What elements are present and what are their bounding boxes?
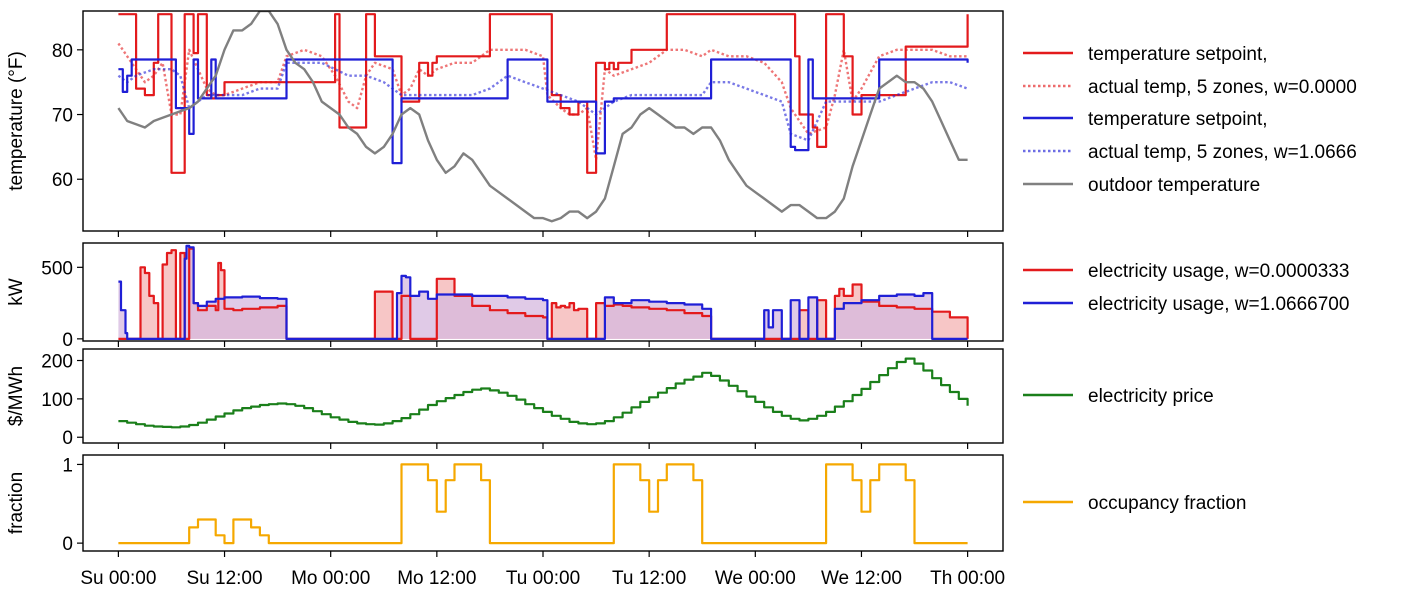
temperature-series-4 bbox=[117, 61, 969, 142]
temperature-legend-label-5: outdoor temperature bbox=[1088, 175, 1260, 196]
xtick-label: We 12:00 bbox=[821, 568, 902, 589]
electricity_usage-series-2 bbox=[118, 244, 968, 340]
xtick-label: Su 00:00 bbox=[80, 568, 156, 589]
occupancy-series-1 bbox=[118, 463, 968, 545]
legends-layer: temperature setpoint, actual temp, 5 zone… bbox=[1023, 44, 1357, 514]
electricity_usage-ytick-label: 500 bbox=[41, 258, 73, 279]
temperature-ytick-label: 70 bbox=[52, 106, 73, 127]
electricity_price-series-1 bbox=[118, 357, 969, 429]
usage-fill-2 bbox=[118, 245, 968, 339]
electricity_usage-ylabel: kW bbox=[6, 278, 27, 306]
electricity_usage-plot-area bbox=[118, 244, 969, 340]
temperature-ylabel: temperature (°F) bbox=[6, 51, 27, 191]
temperature-ytick-label: 80 bbox=[52, 41, 73, 62]
occupancy-plot-area bbox=[118, 463, 968, 545]
occupancy-legend-label-1: occupancy fraction bbox=[1088, 493, 1246, 514]
xtick-label: Mo 00:00 bbox=[291, 568, 370, 589]
temperature-legend-label-3: temperature setpoint, bbox=[1088, 109, 1268, 130]
temperature-legend-label-1: temperature setpoint, bbox=[1088, 44, 1268, 65]
temperature-plot-area bbox=[117, 11, 969, 223]
plots-layer bbox=[117, 11, 969, 545]
occupancy-axes-frame bbox=[82, 454, 1004, 552]
temperature-series-3 bbox=[118, 58, 969, 165]
xtick-label: Mo 12:00 bbox=[397, 568, 476, 589]
occupancy-ytick-label: 1 bbox=[62, 455, 73, 476]
electricity_price-ytick-label: 0 bbox=[62, 428, 73, 449]
electricity_price-ytick-label: 200 bbox=[41, 352, 73, 373]
temperature-series-1 bbox=[118, 13, 969, 174]
occupancy-ytick-label: 0 bbox=[62, 534, 73, 555]
temperature-legend-label-2: actual temp, 5 zones, w=0.0000 bbox=[1088, 77, 1357, 98]
electricity_price-ytick-label: 100 bbox=[41, 390, 73, 411]
xtick-label: Th 00:00 bbox=[930, 568, 1005, 589]
temperature-ytick-label: 60 bbox=[52, 170, 73, 191]
electricity_usage-legend-label-1: electricity usage, w=0.0000333 bbox=[1088, 261, 1349, 282]
electricity_price-ylabel: $/MWh bbox=[6, 366, 27, 426]
occupancy-ylabel: fraction bbox=[6, 472, 27, 534]
xtick-label: Tu 12:00 bbox=[612, 568, 686, 589]
xtick-label: We 00:00 bbox=[715, 568, 796, 589]
temperature-legend-label-4: actual temp, 5 zones, w=1.0666 bbox=[1088, 142, 1357, 163]
axes-layer: 60 70 80 temperature (°F) 0 500 kW 0 100 200 $/MWh… bbox=[6, 10, 1005, 589]
xtick-label: Tu 00:00 bbox=[506, 568, 580, 589]
electricity_usage-legend-label-2: electricity usage, w=1.0666700 bbox=[1088, 294, 1349, 315]
temperature-axes-frame bbox=[82, 10, 1004, 232]
temperature-series-5 bbox=[117, 11, 968, 223]
electricity_price-legend-label-1: electricity price bbox=[1088, 386, 1214, 407]
xtick-label: Su 12:00 bbox=[186, 568, 262, 589]
electricity_price-plot-area bbox=[118, 357, 969, 429]
electricity_usage-ytick-label: 0 bbox=[62, 330, 73, 351]
electricity_price-axes-frame bbox=[82, 348, 1004, 444]
